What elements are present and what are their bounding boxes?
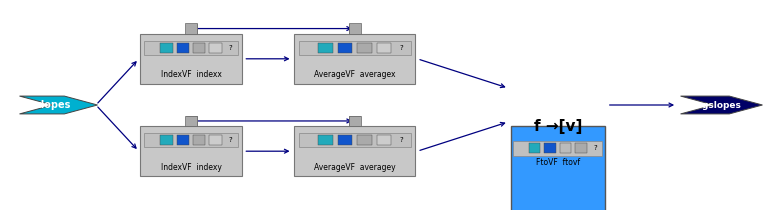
Bar [349, 24, 360, 34]
Bar [177, 43, 189, 53]
Bar [177, 135, 189, 145]
Bar [513, 141, 602, 156]
Bar [161, 135, 172, 145]
Text: ?: ? [399, 45, 403, 51]
Bar [377, 135, 392, 145]
Bar [349, 23, 360, 34]
Bar [210, 43, 222, 53]
Bar [349, 116, 360, 126]
Bar [318, 135, 333, 145]
Text: ?: ? [593, 146, 597, 151]
Bar [377, 43, 392, 53]
Bar [210, 135, 222, 145]
Text: FtoVF  ftovf: FtoVF ftovf [536, 159, 580, 167]
Text: ?: ? [229, 137, 232, 143]
Bar [529, 143, 541, 154]
Polygon shape [20, 96, 98, 114]
Text: ?: ? [229, 45, 232, 51]
Text: avgslopes: avgslopes [691, 101, 742, 109]
Text: IndexVF  indexy: IndexVF indexy [161, 163, 222, 172]
Bar [193, 135, 205, 145]
Bar [140, 34, 242, 84]
Bar [511, 126, 604, 210]
Bar [338, 135, 353, 145]
Bar [357, 135, 372, 145]
Text: AverageVF  averagey: AverageVF averagey [314, 163, 395, 172]
Bar [186, 23, 197, 34]
Bar [140, 126, 242, 176]
Bar [318, 43, 333, 53]
Bar [300, 133, 410, 147]
Bar [186, 116, 197, 126]
Bar [161, 43, 172, 53]
Bar [144, 133, 238, 147]
Bar [338, 43, 353, 53]
Bar [544, 143, 556, 154]
Bar [357, 43, 372, 53]
Bar [349, 116, 360, 126]
Text: slopes: slopes [36, 100, 71, 110]
Bar [559, 143, 571, 154]
Text: IndexVF  indexx: IndexVF indexx [161, 70, 222, 79]
Bar [193, 43, 205, 53]
Bar [295, 126, 415, 176]
Bar [144, 41, 238, 55]
Text: f →[v]: f →[v] [534, 119, 582, 134]
Bar [186, 24, 197, 34]
Bar [300, 41, 410, 55]
Bar [186, 116, 197, 126]
Polygon shape [680, 96, 763, 114]
Bar [295, 34, 415, 84]
Text: ?: ? [399, 137, 403, 143]
Bar [575, 143, 587, 154]
Text: AverageVF  averagex: AverageVF averagex [314, 70, 395, 79]
